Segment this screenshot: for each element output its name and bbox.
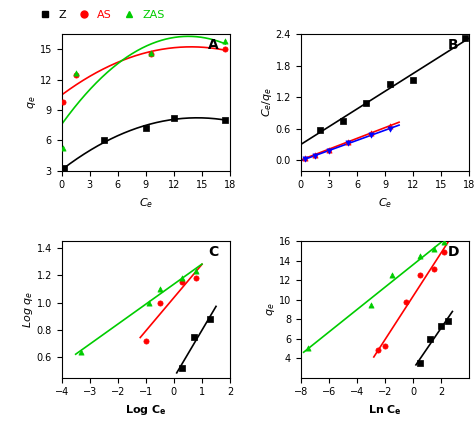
Point bbox=[386, 81, 393, 88]
Point bbox=[381, 343, 389, 350]
Point bbox=[190, 333, 197, 340]
Point bbox=[222, 46, 229, 53]
X-axis label: $\bf{Ln\ C_e}$: $\bf{Ln\ C_e}$ bbox=[368, 403, 402, 417]
Point bbox=[388, 272, 396, 279]
Point bbox=[61, 165, 68, 172]
Legend: Z, AS, ZAS: Z, AS, ZAS bbox=[29, 6, 170, 24]
Point bbox=[430, 246, 438, 253]
X-axis label: $C_e$: $C_e$ bbox=[378, 196, 392, 210]
Point bbox=[416, 253, 424, 260]
Point bbox=[440, 248, 448, 255]
Point bbox=[367, 130, 375, 136]
Point bbox=[222, 38, 229, 45]
Text: B: B bbox=[447, 39, 458, 52]
Text: C: C bbox=[208, 245, 219, 260]
Point bbox=[311, 152, 319, 159]
Point bbox=[60, 145, 67, 152]
Point bbox=[60, 99, 67, 106]
Point bbox=[100, 137, 108, 144]
Y-axis label: $q_e$: $q_e$ bbox=[265, 303, 277, 316]
Point bbox=[344, 140, 351, 147]
Point bbox=[72, 69, 80, 76]
Y-axis label: $q_e$: $q_e$ bbox=[26, 96, 38, 109]
Point bbox=[170, 115, 178, 121]
Point bbox=[147, 50, 155, 57]
Point bbox=[72, 71, 80, 78]
Point bbox=[156, 286, 164, 293]
Point bbox=[77, 348, 85, 355]
Point bbox=[367, 132, 375, 139]
Point bbox=[386, 125, 393, 132]
Point bbox=[147, 51, 155, 58]
Point bbox=[438, 323, 445, 329]
Point bbox=[207, 315, 214, 322]
Point bbox=[316, 126, 323, 133]
Point bbox=[367, 301, 375, 308]
Point bbox=[440, 239, 448, 246]
Point bbox=[445, 317, 452, 324]
Point bbox=[416, 360, 424, 366]
Point bbox=[344, 138, 351, 145]
Point bbox=[311, 151, 319, 158]
Point bbox=[325, 147, 333, 154]
Point bbox=[301, 154, 309, 161]
Y-axis label: $Log\ q_e$: $Log\ q_e$ bbox=[21, 291, 35, 328]
Text: A: A bbox=[208, 39, 219, 52]
Point bbox=[426, 335, 434, 342]
Point bbox=[461, 35, 468, 42]
Point bbox=[179, 275, 186, 281]
Point bbox=[410, 77, 417, 84]
X-axis label: $\bf{Log\ C_e}$: $\bf{Log\ C_e}$ bbox=[125, 403, 166, 417]
Point bbox=[142, 337, 150, 344]
Point bbox=[430, 265, 438, 272]
Point bbox=[374, 347, 382, 354]
Text: D: D bbox=[447, 245, 459, 260]
Point bbox=[402, 298, 410, 305]
Point bbox=[304, 345, 311, 352]
Point bbox=[222, 117, 229, 124]
Point bbox=[339, 117, 346, 124]
Point bbox=[386, 123, 393, 130]
Point bbox=[179, 279, 186, 286]
Point bbox=[325, 146, 333, 153]
Point bbox=[142, 125, 150, 132]
Point bbox=[156, 299, 164, 306]
X-axis label: $C_e$: $C_e$ bbox=[139, 196, 153, 210]
Point bbox=[192, 275, 200, 281]
Point bbox=[301, 156, 309, 163]
Point bbox=[145, 299, 153, 306]
Point bbox=[192, 268, 200, 275]
Y-axis label: $C_e/q_e$: $C_e/q_e$ bbox=[260, 88, 274, 118]
Point bbox=[363, 100, 370, 107]
Point bbox=[179, 365, 186, 372]
Point bbox=[416, 272, 424, 279]
